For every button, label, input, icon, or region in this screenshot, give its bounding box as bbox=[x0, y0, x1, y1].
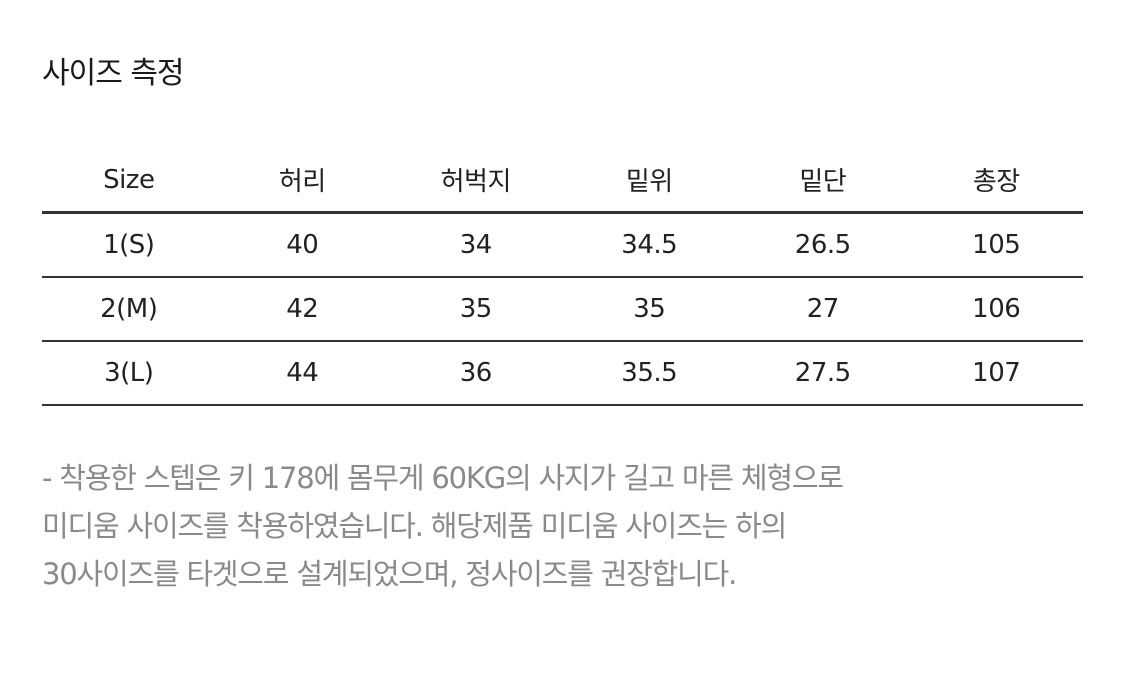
cell: 34.5 bbox=[562, 212, 736, 278]
cell: 26.5 bbox=[736, 212, 910, 278]
cell: 34 bbox=[389, 212, 563, 278]
table-row: 1(S) 40 34 34.5 26.5 105 bbox=[42, 212, 1083, 278]
cell: 35.5 bbox=[562, 341, 736, 406]
page-title: 사이즈 측정 bbox=[42, 56, 185, 91]
header-thigh: 허벅지 bbox=[389, 148, 563, 214]
header-size: Size bbox=[42, 148, 216, 214]
header-length: 총장 bbox=[909, 148, 1083, 214]
cell: 42 bbox=[215, 277, 389, 342]
fit-note: - 착용한 스텝은 키 178에 몸무게 60KG의 사지가 길고 마른 체형으… bbox=[42, 454, 1102, 598]
size-table: Size 허리 허벅지 밑위 밑단 총장 1(S) 40 34 34.5 26.… bbox=[42, 148, 1083, 406]
note-line: 30사이즈를 타겟으로 설계되었으며, 정사이즈를 권장합니다. bbox=[42, 557, 737, 591]
cell: 27.5 bbox=[736, 341, 910, 406]
cell: 105 bbox=[909, 212, 1083, 278]
cell: 2(M) bbox=[42, 277, 216, 342]
cell: 106 bbox=[909, 277, 1083, 342]
cell: 27 bbox=[736, 277, 910, 342]
header-hem: 밑단 bbox=[736, 148, 910, 214]
note-line: 미디움 사이즈를 착용하였습니다. 해당제품 미디움 사이즈는 하의 bbox=[42, 509, 787, 543]
cell: 35 bbox=[562, 277, 736, 342]
table-row: 3(L) 44 36 35.5 27.5 107 bbox=[42, 341, 1083, 406]
cell: 1(S) bbox=[42, 212, 216, 278]
note-line: - 착용한 스텝은 키 178에 몸무게 60KG의 사지가 길고 마른 체형으… bbox=[42, 461, 844, 495]
cell: 40 bbox=[215, 212, 389, 278]
cell: 3(L) bbox=[42, 341, 216, 406]
header-waist: 허리 bbox=[215, 148, 389, 214]
cell: 35 bbox=[389, 277, 563, 342]
header-rise: 밑위 bbox=[562, 148, 736, 214]
cell: 36 bbox=[389, 341, 563, 406]
cell: 107 bbox=[909, 341, 1083, 406]
table-header-row: Size 허리 허벅지 밑위 밑단 총장 bbox=[42, 148, 1083, 214]
table-row: 2(M) 42 35 35 27 106 bbox=[42, 277, 1083, 342]
cell: 44 bbox=[215, 341, 389, 406]
